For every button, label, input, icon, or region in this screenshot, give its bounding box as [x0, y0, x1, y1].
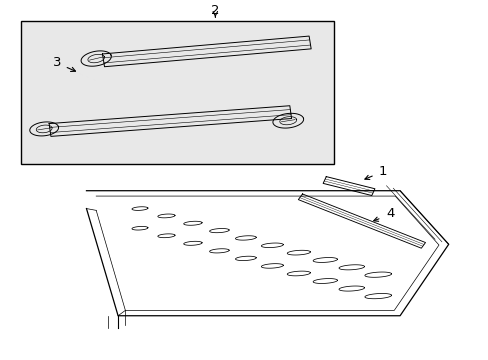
Text: 2: 2 [211, 4, 219, 17]
Text: 4: 4 [386, 207, 394, 220]
Text: 3: 3 [53, 55, 61, 69]
Bar [21, 21, 334, 164]
Text: 1: 1 [378, 165, 386, 177]
